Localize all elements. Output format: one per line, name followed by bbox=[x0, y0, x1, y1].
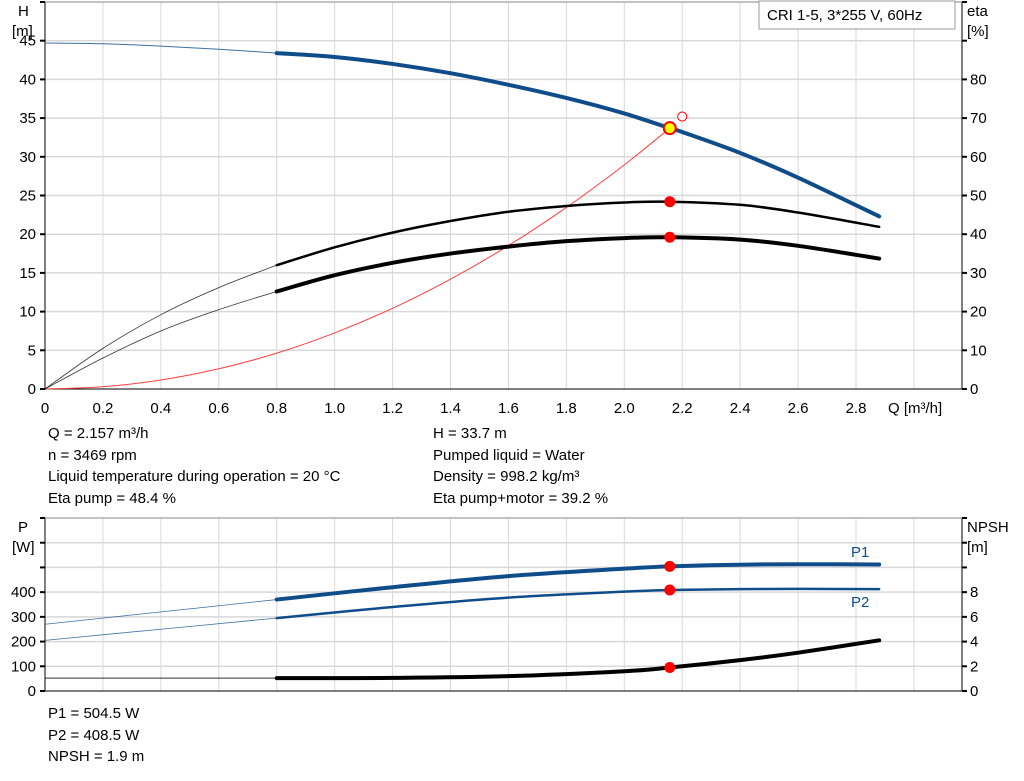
y-tick-label-left: 100 bbox=[11, 658, 36, 675]
head-efficiency-chart: 0 5 10 15 20 25 30 35 40 45 0 10 20 30 40 50 60 70 80 H [m] e… bbox=[12, 1, 989, 417]
y-tick-label-right: 2 bbox=[970, 658, 978, 675]
eta-pump-motor-curve bbox=[274, 235, 882, 294]
p2-curve-extrapolated bbox=[44, 617, 277, 641]
y-tick-label-left: 5 bbox=[28, 342, 36, 359]
x-tick-label: 1.8 bbox=[556, 400, 577, 417]
y-tick-label-left: 200 bbox=[11, 634, 36, 651]
npsh-curve bbox=[274, 638, 882, 681]
y-axis-left-title: P bbox=[18, 519, 28, 536]
y-tick-label-left: 400 bbox=[11, 584, 36, 601]
duty-point-marker bbox=[662, 121, 677, 136]
y-tick-label-left: 30 bbox=[19, 149, 36, 166]
y-tick-label-right: 30 bbox=[970, 265, 987, 282]
p2-label: P2 bbox=[851, 594, 869, 611]
y-tick-label-right: 20 bbox=[970, 304, 987, 321]
npsh-duty-marker bbox=[664, 662, 676, 674]
info-n: n = 3469 rpm bbox=[48, 446, 137, 464]
x-tick-label: 2.6 bbox=[788, 400, 809, 417]
legend-box: CRI 1-5, 3*255 V, 60Hz bbox=[758, 0, 956, 30]
info-density: Density = 998.2 kg/m³ bbox=[433, 468, 580, 485]
x-tick-label: 0 bbox=[41, 400, 49, 417]
p2-curve bbox=[275, 587, 881, 620]
y-tick-label-right: 50 bbox=[970, 188, 987, 205]
x-tick-label: 1.2 bbox=[382, 400, 403, 417]
info-h: H = 33.7 m bbox=[433, 425, 507, 442]
x-tick-label: 1.4 bbox=[440, 400, 461, 417]
y-axis-left-unit: [W] bbox=[12, 539, 35, 556]
legend-box-text: CRI 1-5, 3*255 V, 60Hz bbox=[767, 7, 922, 24]
y-axis-right-title: NPSH bbox=[967, 519, 1009, 536]
y-axis-left-title: H bbox=[18, 3, 29, 20]
info-eta-pump-motor: Eta pump+motor = 39.2 % bbox=[433, 489, 609, 507]
y-tick-label-right: 10 bbox=[970, 342, 987, 359]
y-tick-label-left: 0 bbox=[28, 683, 36, 700]
info-liquid: Pumped liquid = Water bbox=[433, 446, 585, 464]
info-upper-right: H = 33.7 m Pumped liquid = Water Density… bbox=[433, 423, 608, 509]
p1-curve bbox=[274, 562, 882, 602]
y-tick-label-left: 15 bbox=[19, 265, 36, 282]
head-curve bbox=[274, 51, 882, 219]
info-npsh: NPSH = 1.9 m bbox=[48, 748, 145, 765]
info-lower: P1 = 504.5 W P2 = 408.5 W NPSH = 1.9 m bbox=[48, 703, 144, 768]
info-p1: P1 = 504.5 W bbox=[48, 705, 140, 722]
y-tick-label-right: 4 bbox=[970, 634, 978, 651]
y-tick-label-right: 8 bbox=[970, 584, 978, 601]
y-tick-label-left: 25 bbox=[19, 188, 36, 205]
head-curve-extrapolated bbox=[44, 42, 277, 54]
x-tick-label: 2.0 bbox=[614, 400, 635, 417]
power-npsh-chart: 0 100 200 300 400 0 2 4 6 8 P [W] NPSH [m] P1 P2 bbox=[11, 517, 1009, 700]
p1-curve-extrapolated bbox=[44, 599, 277, 625]
y-tick-label-right: 70 bbox=[970, 110, 987, 127]
p2-duty-marker bbox=[664, 584, 676, 596]
x-tick-label: 0.2 bbox=[92, 400, 113, 417]
x-axis-title: Q [m³/h] bbox=[888, 400, 942, 417]
eta-pump-motor-duty-marker bbox=[664, 231, 676, 243]
info-p2: P2 = 408.5 W bbox=[48, 726, 140, 744]
info-eta-pump: Eta pump = 48.4 % bbox=[48, 489, 176, 507]
y-tick-label-right: 40 bbox=[970, 226, 987, 243]
y-axis-right-unit: [m] bbox=[967, 539, 988, 556]
system-curve bbox=[44, 127, 671, 390]
y-tick-label-left: 40 bbox=[19, 71, 36, 88]
y-tick-label-left: 0 bbox=[28, 381, 36, 398]
y-tick-label-right: 0 bbox=[970, 381, 978, 398]
p1-duty-marker bbox=[664, 560, 676, 572]
info-upper-left: Q = 2.157 m³/h n = 3469 rpm Liquid tempe… bbox=[48, 423, 340, 509]
y-tick-label-right: 6 bbox=[970, 609, 978, 626]
x-tick-label: 1.6 bbox=[498, 400, 519, 417]
y-axis-right-unit: [%] bbox=[967, 23, 989, 40]
y-tick-label-left: 20 bbox=[19, 226, 36, 243]
y-tick-label-left: 45 bbox=[19, 33, 36, 50]
x-tick-label: 2.2 bbox=[672, 400, 693, 417]
p1-label: P1 bbox=[851, 544, 869, 561]
eta-pump-duty-marker bbox=[664, 196, 676, 208]
info-temp: Liquid temperature during operation = 20… bbox=[48, 468, 341, 485]
y-tick-label-left: 10 bbox=[19, 304, 36, 321]
y-tick-label-left: 300 bbox=[11, 609, 36, 626]
y-axis-left-unit: [m] bbox=[12, 23, 33, 40]
y-tick-label-right: 80 bbox=[970, 71, 987, 88]
x-tick-label: 0.6 bbox=[208, 400, 229, 417]
x-tick-label: 0.4 bbox=[150, 400, 171, 417]
x-tick-label: 1.0 bbox=[324, 400, 345, 417]
requested-point-marker bbox=[677, 111, 688, 122]
y-tick-label-right: 60 bbox=[970, 149, 987, 166]
x-tick-label: 2.4 bbox=[730, 400, 751, 417]
x-tick-label: 0.8 bbox=[266, 400, 287, 417]
y-axis-right-title: eta bbox=[967, 3, 989, 20]
x-tick-label: 2.8 bbox=[846, 400, 867, 417]
eta-pump-motor-curve-extrapolated bbox=[44, 291, 277, 390]
eta-pump-curve bbox=[275, 200, 881, 267]
eta-pump-curve-extrapolated bbox=[44, 264, 277, 390]
y-tick-label-left: 35 bbox=[19, 110, 36, 127]
info-q: Q = 2.157 m³/h bbox=[48, 425, 149, 442]
y-tick-label-right: 0 bbox=[970, 683, 978, 700]
